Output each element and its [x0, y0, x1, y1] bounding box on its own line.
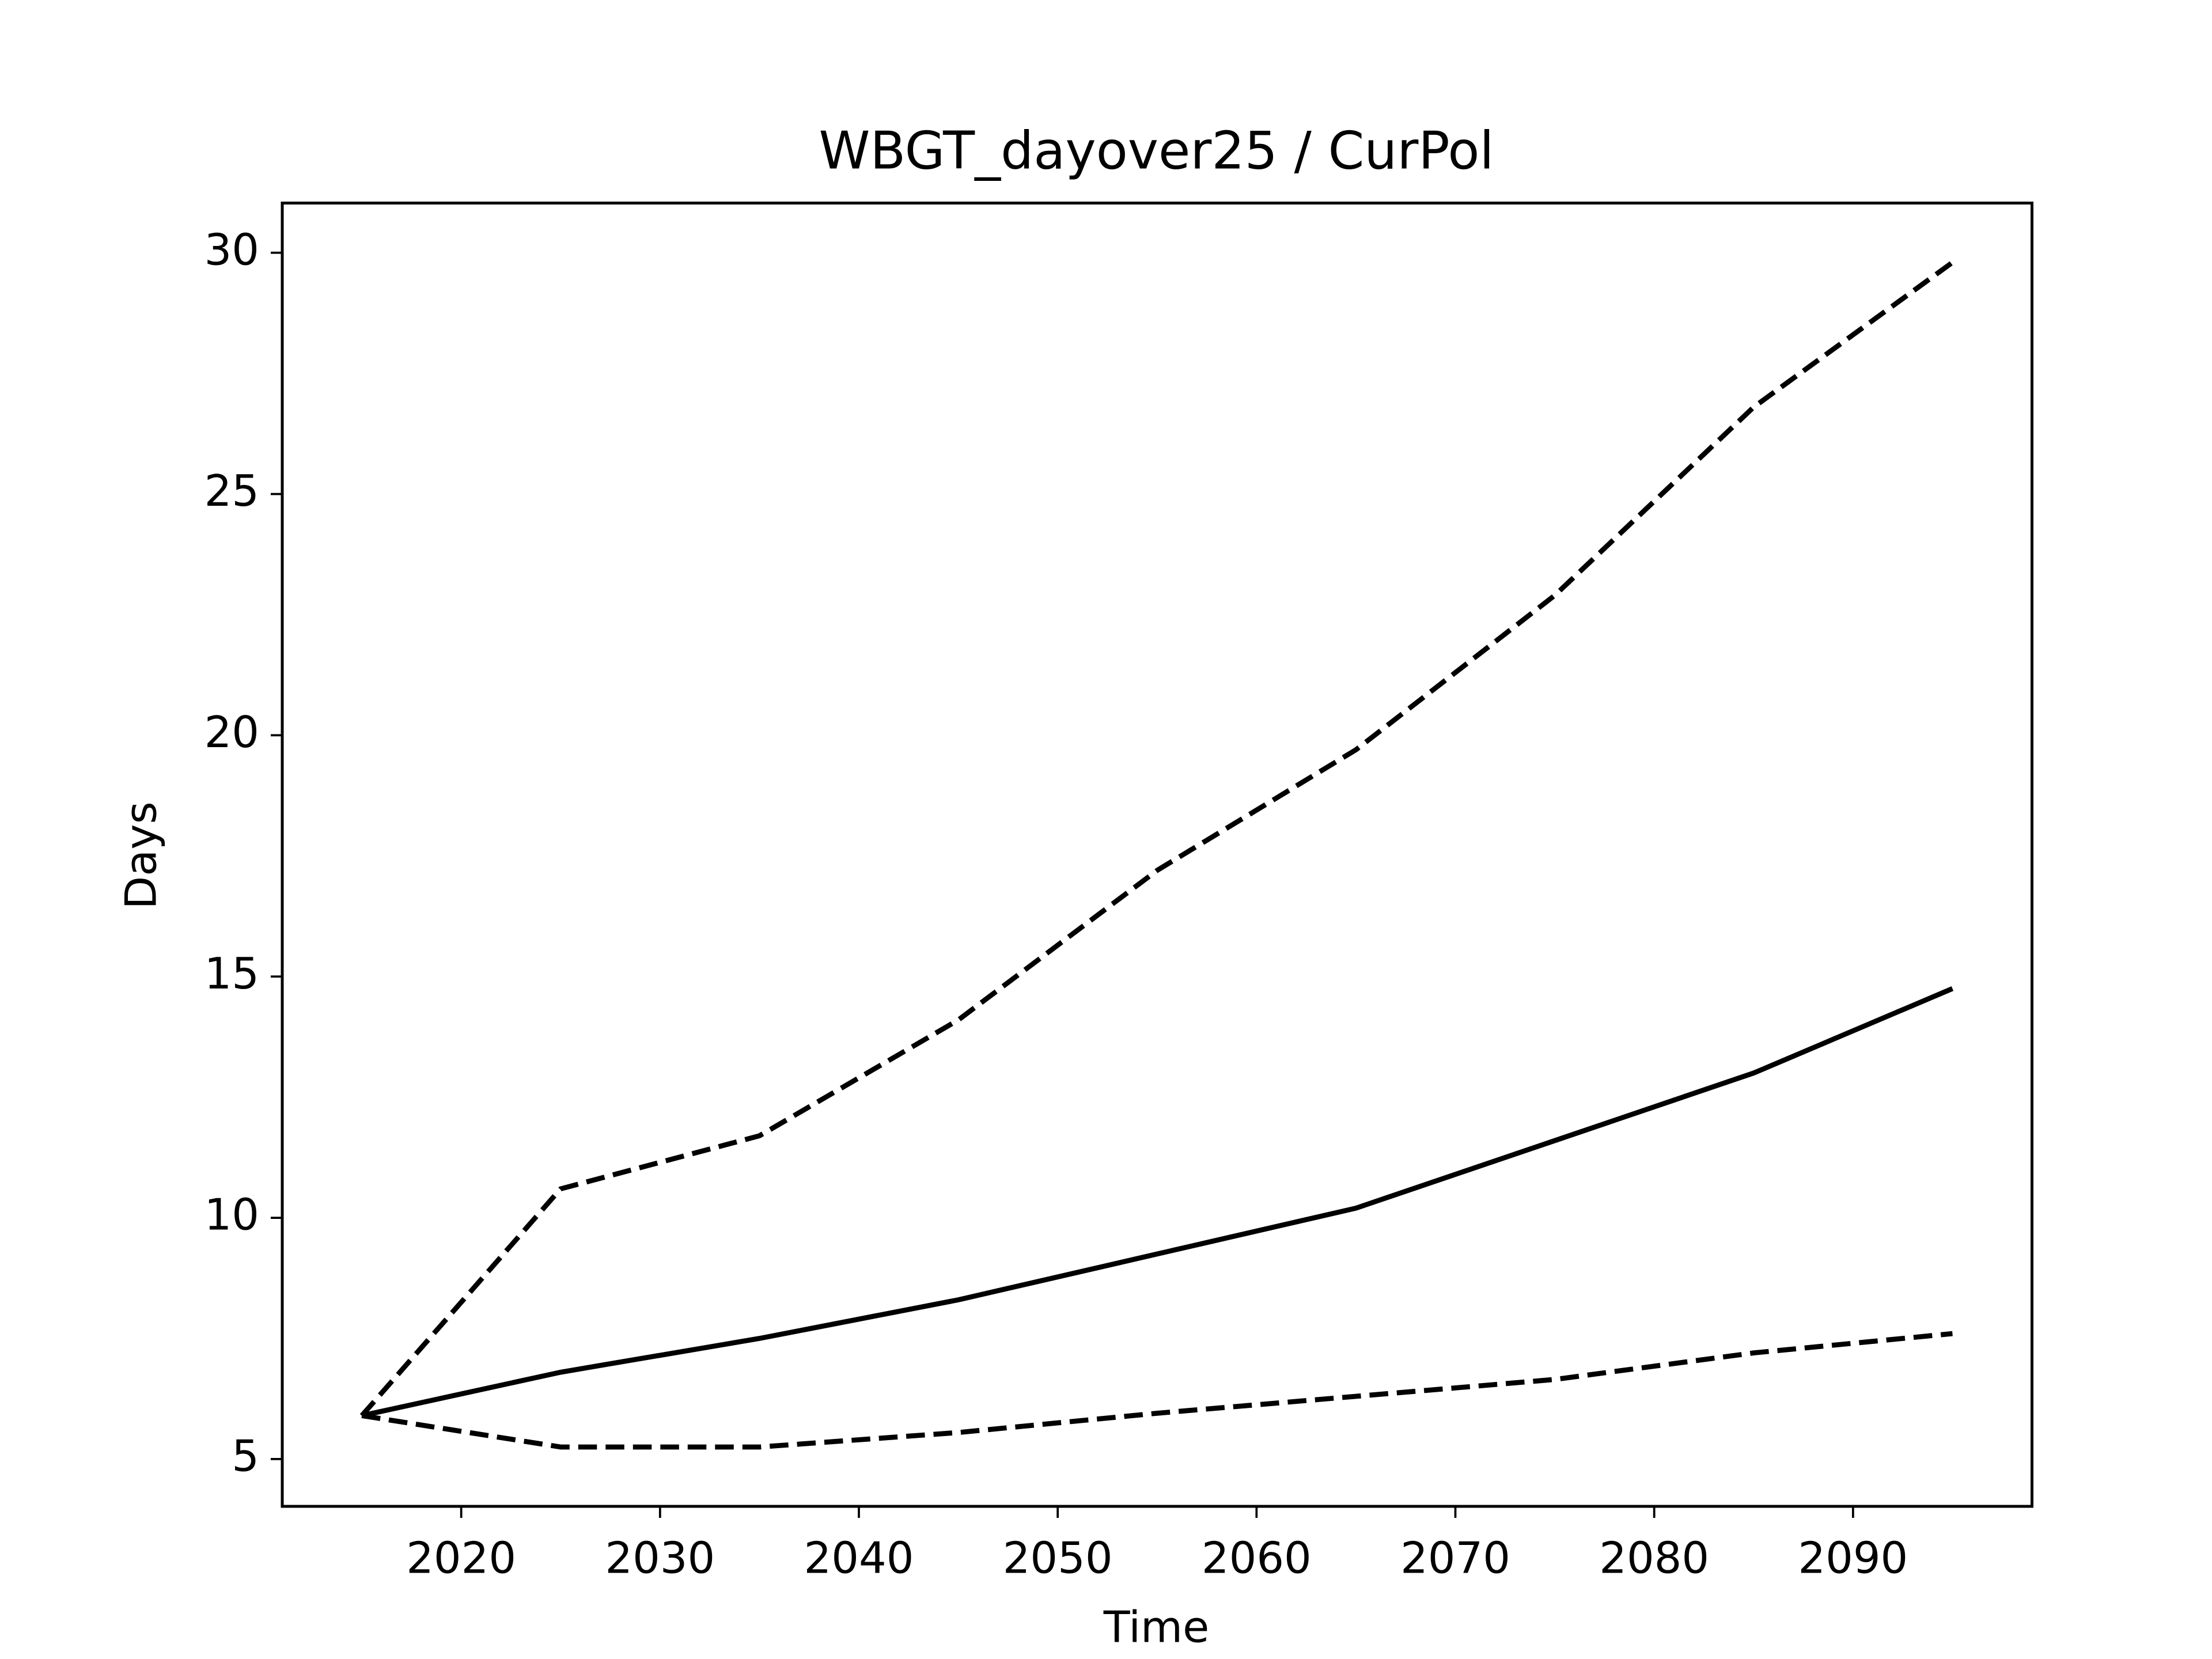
y-tick-label: 30 — [204, 224, 259, 275]
y-tick-label: 5 — [232, 1430, 259, 1481]
x-tick-label: 2090 — [1798, 1533, 1908, 1584]
x-tick-label: 2040 — [804, 1533, 914, 1584]
x-tick-label: 2020 — [406, 1533, 516, 1584]
x-tick-label: 2080 — [1599, 1533, 1709, 1584]
chart-title: WBGT_dayover25 / CurPol — [819, 120, 1494, 181]
plot-frame — [281, 202, 2033, 1508]
x-tick-label: 2060 — [1202, 1533, 1312, 1584]
y-tick-label: 15 — [204, 948, 259, 999]
y-tick-label: 20 — [204, 707, 259, 757]
series-line — [359, 260, 1954, 1418]
x-tick-label: 2030 — [605, 1533, 715, 1584]
series-line — [361, 986, 1954, 1418]
y-tick-label: 10 — [204, 1190, 259, 1240]
x-axis-label: Time — [1103, 1602, 1210, 1653]
x-tick-label: 2070 — [1400, 1533, 1510, 1584]
x-tick-label: 2050 — [1003, 1533, 1113, 1584]
y-axis-label: Days — [116, 801, 166, 909]
series-line — [361, 1331, 1953, 1450]
y-tick-label: 25 — [204, 465, 259, 516]
